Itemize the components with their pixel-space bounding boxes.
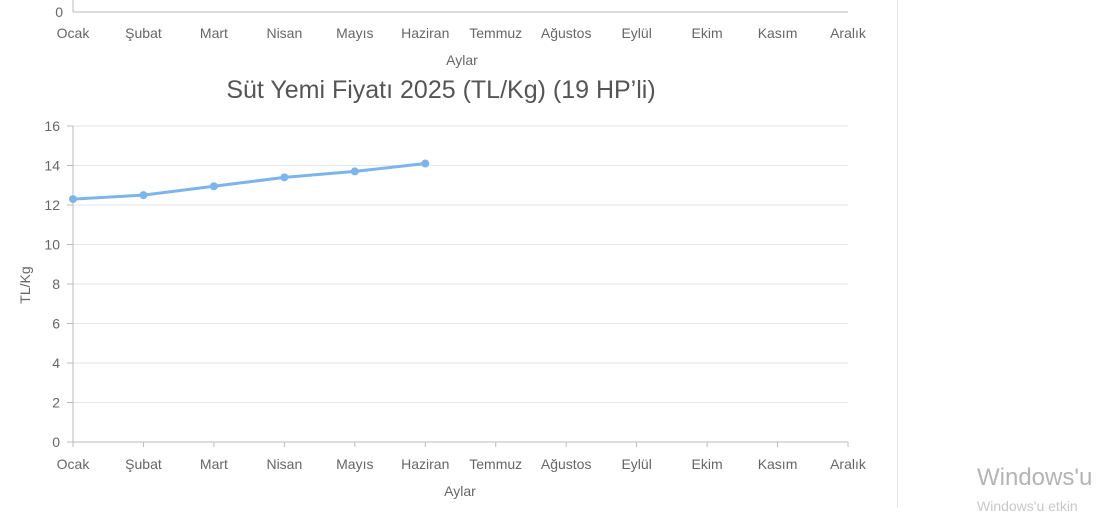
y-tick-label: 16: [44, 118, 60, 134]
price-chart: Süt Yemi Fiyatı 2025 (TL/Kg) (19 HP’li) …: [17, 76, 867, 499]
x-tick-label: Ocak: [57, 456, 91, 472]
data-point[interactable]: [421, 159, 430, 168]
x-tick-label: Ekim: [692, 456, 723, 472]
grid-lines: [73, 125, 848, 403]
top-chart-x-ticks: Ocak Şubat Mart Nisan Mayıs Haziran Temmuz Ağus…: [57, 25, 867, 41]
data-point[interactable]: [209, 182, 218, 191]
x-tick-label: Temmuz: [469, 456, 522, 472]
data-point[interactable]: [69, 195, 77, 204]
top-chart-x-tick-label: Eylül: [621, 25, 651, 41]
x-tick-label: Ağustos: [541, 456, 592, 472]
y-axis-title: TL/Kg: [17, 266, 33, 303]
top-chart-x-tick-label: Temmuz: [469, 25, 522, 41]
top-chart-x-tick-label: Mart: [200, 25, 228, 41]
y-tick-label: 6: [52, 316, 60, 332]
data-point[interactable]: [280, 173, 289, 182]
x-axis-ticks: Ocak Şubat Mart Nisan Mayıs Haziran Temmuz Ağus…: [57, 442, 867, 472]
x-tick-label: Aralık: [830, 456, 867, 472]
y-axis-ticks: 0 2 4 6 8 10 12 14 16: [44, 118, 73, 450]
y-tick-label: 8: [52, 276, 60, 292]
top-chart-x-tick-label: Şubat: [125, 25, 162, 41]
top-chart-x-tick-label: Aralık: [830, 25, 867, 41]
top-chart-x-axis-title: Aylar: [446, 52, 478, 68]
x-axis-title: Aylar: [444, 483, 476, 499]
data-point[interactable]: [139, 191, 148, 200]
y-tick-label: 4: [52, 355, 60, 371]
top-chart: 0 Ocak Şubat Mart Nisan Mayıs Haziran Temmuz Ağ…: [55, 0, 867, 68]
x-tick-label: Kasım: [758, 456, 798, 472]
top-chart-x-tick-label: Ekim: [692, 25, 723, 41]
top-chart-x-tick-label: Mayıs: [336, 25, 373, 41]
y-tick-label: 0: [52, 434, 60, 450]
top-chart-x-tick-label: Ocak: [57, 25, 91, 41]
top-chart-x-tick-label: Haziran: [401, 25, 449, 41]
chart-title: Süt Yemi Fiyatı 2025 (TL/Kg) (19 HP’li): [226, 76, 655, 104]
top-chart-x-tick-label: Ağustos: [541, 25, 592, 41]
x-tick-label: Eylül: [621, 456, 651, 472]
windows-activation-watermark: Windows'u: [977, 464, 1093, 491]
windows-activation-watermark-sub: Windows'u etkin: [977, 498, 1078, 514]
top-chart-y-tick: 0: [55, 4, 63, 20]
data-point[interactable]: [350, 167, 359, 176]
top-chart-x-tick-label: Kasım: [758, 25, 798, 41]
x-tick-label: Mayıs: [336, 456, 373, 472]
y-tick-label: 2: [52, 395, 60, 411]
x-tick-label: Haziran: [401, 456, 449, 472]
series-group: [69, 159, 430, 204]
top-chart-x-tick-label: Nisan: [266, 25, 302, 41]
y-tick-label: 10: [44, 237, 60, 253]
y-tick-label: 14: [44, 158, 60, 174]
x-tick-label: Şubat: [125, 456, 162, 472]
series-line: [71, 162, 427, 201]
x-tick-label: Nisan: [266, 456, 302, 472]
page-divider: [897, 0, 898, 508]
y-tick-label: 12: [44, 197, 60, 213]
x-tick-label: Mart: [200, 456, 228, 472]
